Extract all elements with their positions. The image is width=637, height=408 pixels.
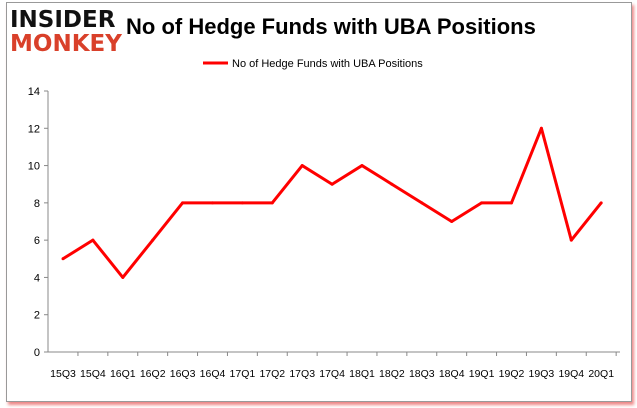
x-tick-label: 20Q1 [588,368,614,380]
data-point [539,126,543,130]
data-point [360,164,364,168]
insider-monkey-logo: INSIDER MONKEY [10,8,122,56]
data-point [181,201,185,205]
data-point [330,182,334,186]
x-tick-label: 15Q3 [50,368,76,380]
x-tick-label: 16Q2 [140,368,166,380]
y-tick-label: 2 [34,310,40,322]
data-point [240,201,244,205]
x-tick-label: 19Q4 [558,368,584,380]
data-point [91,238,95,242]
data-point [211,201,214,205]
y-tick-label: 4 [34,272,40,284]
x-tick-label: 17Q3 [289,368,315,380]
chart-title: No of Hedge Funds with UBA Positions [126,14,536,39]
y-tick-label: 0 [34,347,40,359]
x-tick-label: 17Q2 [259,368,285,380]
data-point [450,220,454,223]
y-tick-label: 10 [28,161,40,173]
logo-line2: MONKEY [10,31,122,57]
x-tick-label: 18Q3 [409,368,435,380]
x-tick-label: 18Q2 [379,368,405,380]
y-tick-label: 8 [34,198,40,210]
data-point [300,164,304,168]
x-tick-label: 17Q1 [230,368,256,380]
x-tick-label: 17Q4 [319,368,345,380]
x-tick-label: 16Q3 [170,368,196,380]
y-tick-label: 14 [28,86,40,98]
data-point [599,201,603,205]
legend-label: No of Hedge Funds with UBA Positions [232,58,423,70]
x-tick-label: 19Q3 [529,368,555,380]
x-tick-label: 18Q1 [349,368,375,380]
x-tick-label: 16Q4 [200,368,226,380]
y-tick-label: 12 [28,123,40,135]
data-point [420,201,424,205]
x-tick-label: 15Q4 [80,368,106,380]
data-point [510,201,513,205]
y-tick-label: 6 [34,235,40,247]
series-line [62,126,603,279]
data-point [61,257,65,261]
data-point [151,238,155,242]
data-point [569,238,573,242]
logo-line1: INSIDER [10,7,116,33]
data-point [121,275,125,279]
data-point [390,182,394,186]
data-point [270,201,274,205]
x-tick-label: 18Q4 [439,368,465,380]
x-tick-label: 19Q2 [499,368,525,380]
chart-frame [6,2,632,402]
data-point [480,201,484,205]
x-tick-label: 19Q1 [469,368,495,380]
x-tick-label: 16Q1 [110,368,136,380]
